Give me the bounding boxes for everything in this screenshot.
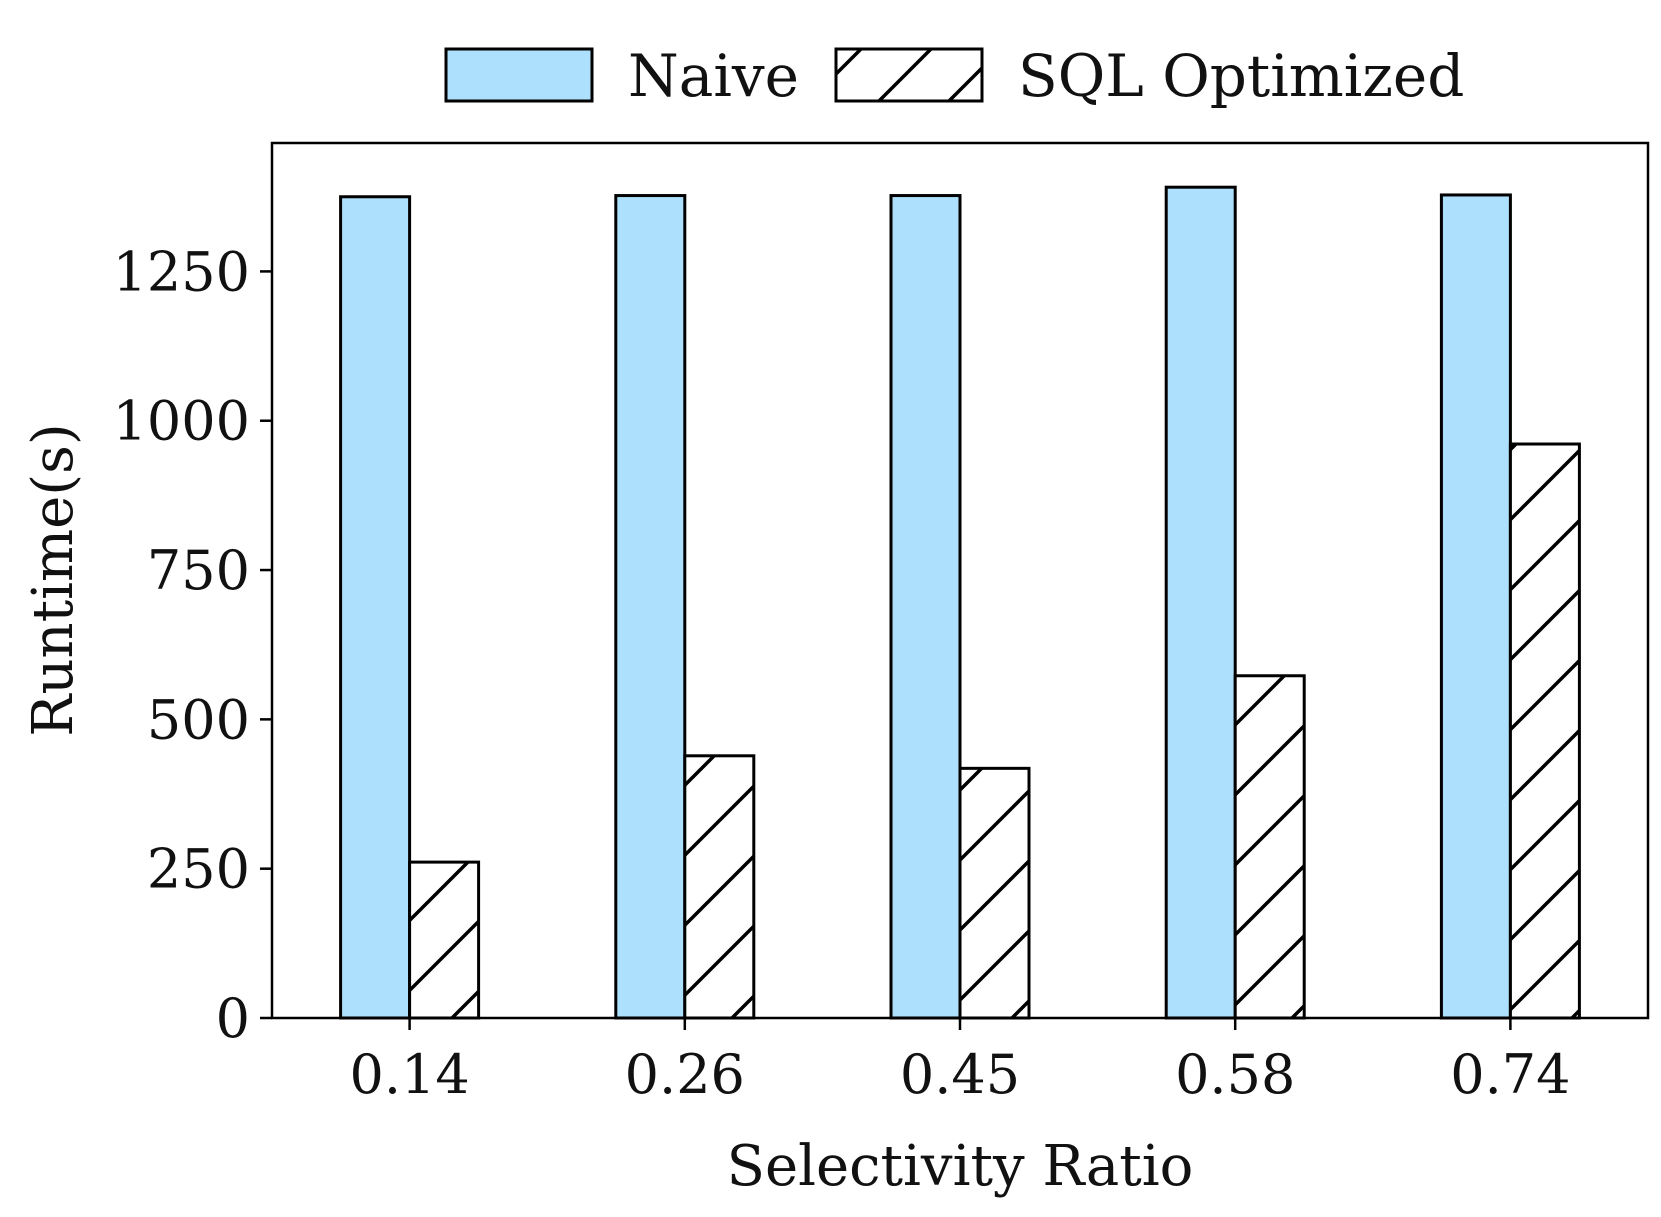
bars — [339, 185, 1581, 1020]
bar-naive-0 — [339, 195, 412, 1020]
y-tick-label: 1000 — [113, 390, 250, 453]
x-axis-title: Selectivity Ratio — [727, 1134, 1194, 1199]
legend-swatch-naive — [444, 47, 594, 103]
x-tick-label: 0.58 — [1175, 1043, 1295, 1106]
bar-naive-2 — [889, 194, 962, 1020]
y-tick-label: 0 — [216, 987, 250, 1050]
y-axis: 0 250 500 750 1000 1250 — [113, 240, 272, 1050]
y-tick-label: 750 — [147, 539, 250, 602]
legend: Naive SQL Optimized — [444, 42, 1464, 110]
bar-naive-1 — [614, 194, 687, 1020]
bar-sql-optimized-4 — [1508, 442, 1581, 1020]
x-tick-label: 0.74 — [1450, 1043, 1570, 1106]
x-tick-label: 0.45 — [900, 1043, 1020, 1106]
x-axis: 0.14 0.26 0.45 0.58 0.74 — [349, 1018, 1571, 1106]
x-tick-label: 0.26 — [625, 1043, 745, 1106]
y-tick-label: 500 — [147, 688, 250, 751]
y-tick-label: 1250 — [113, 240, 250, 303]
y-tick-label: 250 — [147, 838, 250, 901]
bar-sql-optimized-1 — [683, 754, 756, 1020]
bar-naive-4 — [1439, 193, 1512, 1020]
y-axis-title: Runtime(s) — [21, 423, 86, 736]
bar-naive-3 — [1164, 185, 1237, 1020]
legend-label-naive: Naive — [628, 42, 799, 110]
legend-label-sql-optimized: SQL Optimized — [1018, 42, 1464, 110]
bar-sql-optimized-2 — [958, 766, 1031, 1020]
bar-sql-optimized-0 — [408, 860, 481, 1020]
bar-sql-optimized-3 — [1233, 674, 1306, 1020]
x-tick-label: 0.14 — [349, 1043, 469, 1106]
legend-swatch-sql-optimized — [834, 47, 984, 103]
